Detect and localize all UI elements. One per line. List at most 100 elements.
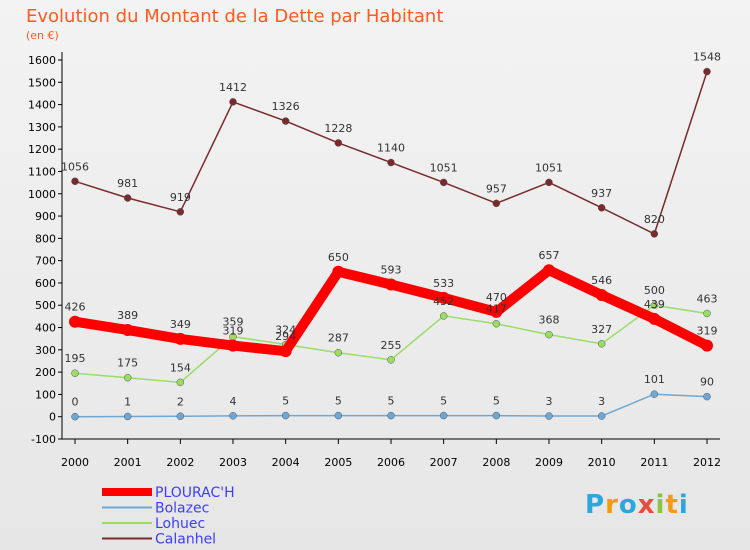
- legend-label: PLOURAC'H: [155, 485, 235, 501]
- data-label: 546: [591, 274, 612, 287]
- x-tick-label: 2004: [272, 456, 300, 469]
- data-label: 1056: [61, 160, 89, 173]
- data-point: [492, 411, 501, 420]
- chart-subtitle: (en €): [26, 29, 59, 42]
- data-point: [650, 230, 659, 238]
- data-point: [334, 411, 343, 420]
- data-point: [174, 332, 187, 345]
- data-point: [648, 312, 661, 325]
- logo-letter: r: [605, 490, 619, 520]
- data-label: 1051: [535, 161, 563, 174]
- data-label: 957: [486, 182, 507, 195]
- y-tick-label: 1600: [28, 54, 56, 67]
- data-label: 937: [591, 187, 612, 200]
- data-label: 319: [223, 325, 244, 338]
- data-point: [543, 264, 555, 277]
- y-tick-label: 300: [35, 344, 56, 357]
- data-label: 5: [282, 395, 289, 408]
- data-label: 1326: [272, 100, 300, 113]
- x-tick-label: 2002: [166, 456, 194, 469]
- data-point: [439, 312, 448, 320]
- data-point: [281, 117, 290, 125]
- data-point: [176, 412, 185, 421]
- data-label: 2: [177, 395, 184, 408]
- legend-label: Calanhel: [155, 532, 216, 548]
- chart-title: Evolution du Montant de la Dette par Hab…: [26, 6, 444, 27]
- data-label: 426: [65, 301, 86, 314]
- data-point: [71, 369, 79, 377]
- y-tick-label: 700: [35, 255, 56, 268]
- data-point: [387, 158, 395, 167]
- y-tick-label: 1100: [28, 165, 56, 178]
- data-point: [492, 199, 501, 208]
- y-tick-label: 400: [35, 322, 56, 335]
- data-point: [545, 412, 553, 420]
- legend-label: Lohuec: [155, 516, 205, 532]
- data-label: 5: [388, 395, 395, 408]
- y-tick-label: 800: [35, 232, 56, 245]
- data-label: 319: [697, 325, 718, 338]
- data-point: [703, 392, 711, 401]
- data-point: [123, 373, 132, 382]
- data-label: 101: [644, 373, 665, 386]
- data-point: [71, 412, 79, 421]
- y-tick-label: 200: [35, 366, 56, 379]
- data-point: [387, 411, 395, 420]
- data-point: [439, 411, 448, 420]
- data-label: 820: [644, 213, 665, 226]
- data-label: 389: [117, 309, 138, 322]
- data-label: 500: [644, 284, 665, 297]
- x-tick-label: 2011: [640, 456, 668, 469]
- data-point: [176, 378, 185, 387]
- logo-letter: x: [637, 490, 656, 520]
- data-point: [229, 412, 237, 420]
- data-label: 439: [644, 298, 665, 311]
- x-tick-label: 2007: [430, 456, 458, 469]
- data-point: [385, 278, 397, 291]
- logo-letter: i: [678, 490, 689, 520]
- data-label: 359: [223, 316, 244, 329]
- data-label: 1412: [219, 81, 247, 94]
- x-tick-label: 2008: [482, 456, 510, 469]
- proxiti-logo: Proxiti: [585, 490, 689, 520]
- data-point: [332, 265, 345, 278]
- data-point: [279, 345, 292, 358]
- legend-label: Bolazec: [155, 501, 209, 517]
- data-point: [229, 98, 237, 106]
- data-label: 255: [381, 339, 402, 352]
- data-point: [121, 323, 134, 336]
- x-tick-label: 2010: [588, 456, 616, 469]
- data-point: [334, 139, 343, 147]
- data-point: [650, 390, 659, 398]
- data-label: 981: [117, 177, 138, 190]
- data-label: 5: [335, 395, 342, 408]
- x-tick-label: 2006: [377, 456, 405, 469]
- y-tick-label: 500: [35, 299, 56, 312]
- y-tick-label: 1000: [28, 188, 56, 201]
- data-point: [176, 208, 185, 216]
- data-point: [597, 340, 606, 348]
- y-tick-label: 0: [49, 411, 56, 424]
- data-label: 175: [117, 357, 138, 370]
- data-point: [123, 412, 132, 421]
- data-point: [69, 315, 81, 328]
- data-label: 368: [539, 314, 560, 327]
- y-tick-label: 1200: [28, 143, 56, 156]
- data-point: [123, 194, 132, 202]
- data-label: 1228: [324, 122, 352, 135]
- data-label: 5: [440, 395, 447, 408]
- data-point: [334, 348, 343, 357]
- data-label: 452: [433, 295, 454, 308]
- data-point: [703, 309, 711, 318]
- data-label: 3: [598, 395, 605, 408]
- data-label: 3: [546, 395, 553, 408]
- y-tick-label: 600: [35, 277, 56, 290]
- x-tick-label: 2000: [61, 456, 89, 469]
- y-tick-label: 100: [35, 388, 56, 401]
- data-label: 919: [170, 191, 191, 204]
- data-label: 287: [328, 332, 349, 345]
- data-point: [490, 305, 503, 318]
- data-point: [701, 339, 713, 352]
